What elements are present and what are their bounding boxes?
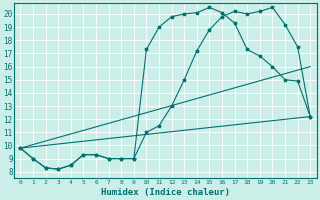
X-axis label: Humidex (Indice chaleur): Humidex (Indice chaleur) [101,188,230,197]
